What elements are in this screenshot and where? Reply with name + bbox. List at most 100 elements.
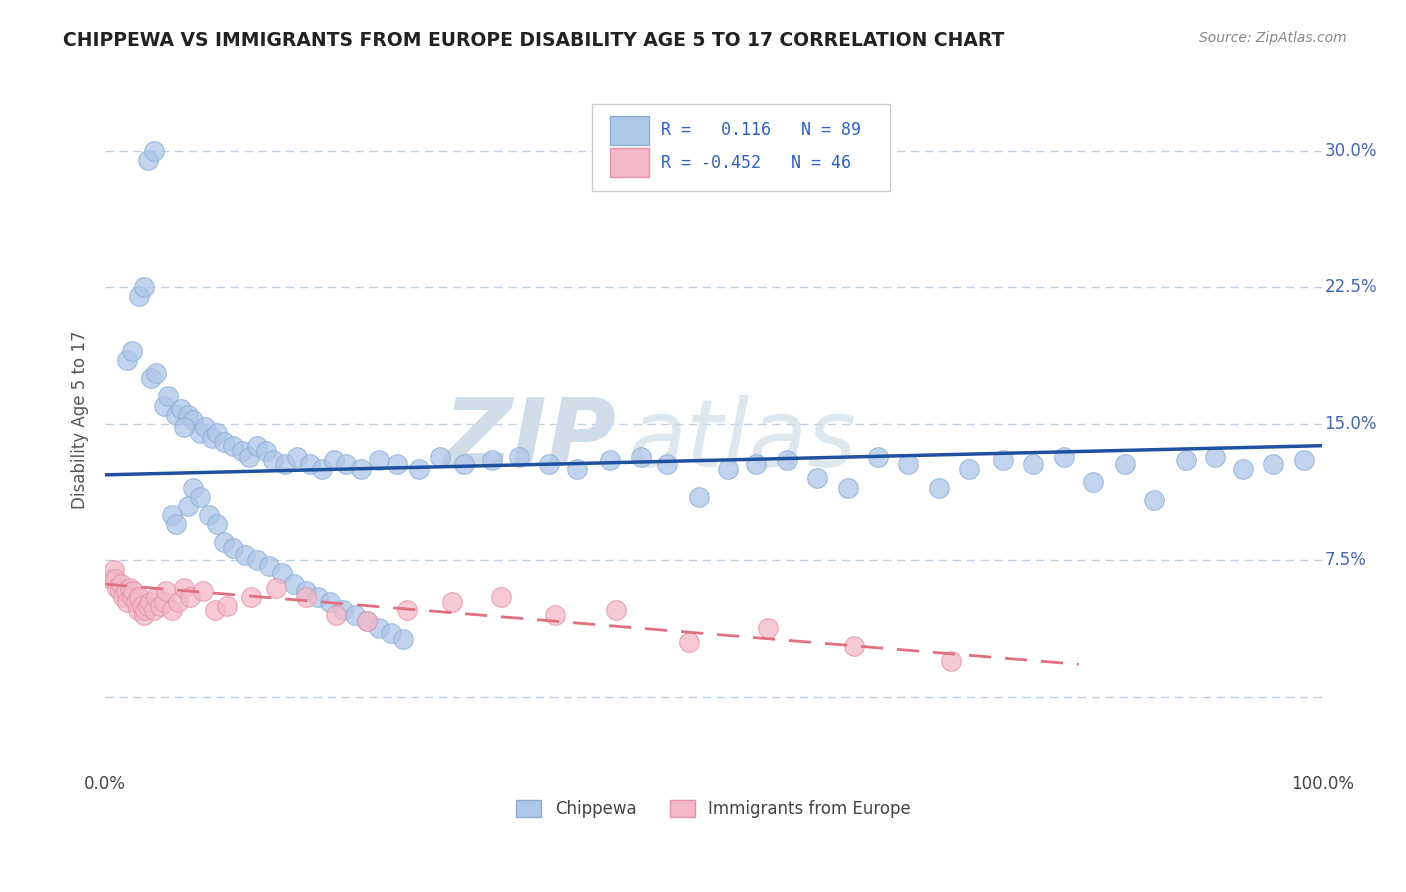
Point [173,420,195,434]
Point [325,608,347,623]
Point [657,457,679,471]
Point [134,280,156,294]
Point [939,654,962,668]
Point [928,481,950,495]
Point [350,462,373,476]
Point [259,558,281,573]
Y-axis label: Disability Age 5 to 17: Disability Age 5 to 17 [72,330,89,508]
Point [489,590,512,604]
Point [160,602,183,616]
Point [274,457,297,471]
Point [131,599,153,613]
Point [214,535,236,549]
Text: Source: ZipAtlas.com: Source: ZipAtlas.com [1199,31,1347,45]
Text: 22.5%: 22.5% [1324,278,1378,296]
Point [1204,450,1226,464]
Point [897,457,920,471]
Point [246,439,269,453]
Legend: Chippewa, Immigrants from Europe: Chippewa, Immigrants from Europe [510,793,918,825]
Point [1021,457,1043,471]
Point [142,602,165,616]
Point [188,425,211,440]
Point [145,366,167,380]
Point [319,595,342,609]
Point [179,590,201,604]
Point [605,602,627,616]
Point [295,584,318,599]
Point [128,289,150,303]
Point [103,563,125,577]
Point [108,584,131,599]
Point [1232,462,1254,476]
Point [1083,475,1105,489]
Point [152,595,174,609]
Point [311,462,333,476]
FancyBboxPatch shape [610,116,650,145]
Point [141,371,163,385]
Point [323,453,346,467]
Point [283,577,305,591]
Point [270,566,292,581]
Point [100,572,122,586]
Point [254,444,277,458]
Point [205,516,228,531]
Point [429,450,451,464]
Text: 7.5%: 7.5% [1324,551,1367,569]
Point [215,599,238,613]
Point [194,420,217,434]
Point [262,453,284,467]
Point [112,590,135,604]
Point [392,632,415,646]
Point [238,450,260,464]
Point [758,621,780,635]
Point [134,608,156,623]
Point [842,639,865,653]
Point [1174,453,1197,467]
Point [343,608,366,623]
Point [806,471,828,485]
Text: 30.0%: 30.0% [1324,142,1376,160]
Point [538,457,561,471]
FancyBboxPatch shape [592,103,890,191]
Point [233,548,256,562]
Point [139,595,162,609]
Point [298,457,321,471]
Point [231,444,253,458]
Point [441,595,464,609]
Point [688,490,710,504]
Point [246,553,269,567]
Point [110,577,132,591]
Point [678,635,700,649]
Point [387,457,409,471]
Text: R = -0.452   N = 46: R = -0.452 N = 46 [661,153,852,171]
Point [115,595,138,609]
Point [368,621,391,635]
Point [745,457,768,471]
Point [395,602,418,616]
Point [481,453,503,467]
Point [332,602,354,616]
Point [142,144,165,158]
Point [214,435,236,450]
Point [177,408,200,422]
Point [307,590,329,604]
Point [118,581,141,595]
Point [181,481,204,495]
Point [630,450,652,464]
Point [295,590,318,604]
Point [264,581,287,595]
Point [160,508,183,522]
Point [1292,453,1315,467]
Point [380,626,402,640]
Point [165,408,187,422]
Point [599,453,621,467]
Point [287,450,309,464]
Point [205,425,228,440]
Point [173,581,195,595]
Point [134,602,156,616]
Point [993,453,1015,467]
Point [1143,493,1166,508]
Point [152,399,174,413]
Point [201,431,224,445]
Text: CHIPPEWA VS IMMIGRANTS FROM EUROPE DISABILITY AGE 5 TO 17 CORRELATION CHART: CHIPPEWA VS IMMIGRANTS FROM EUROPE DISAB… [63,31,1005,50]
